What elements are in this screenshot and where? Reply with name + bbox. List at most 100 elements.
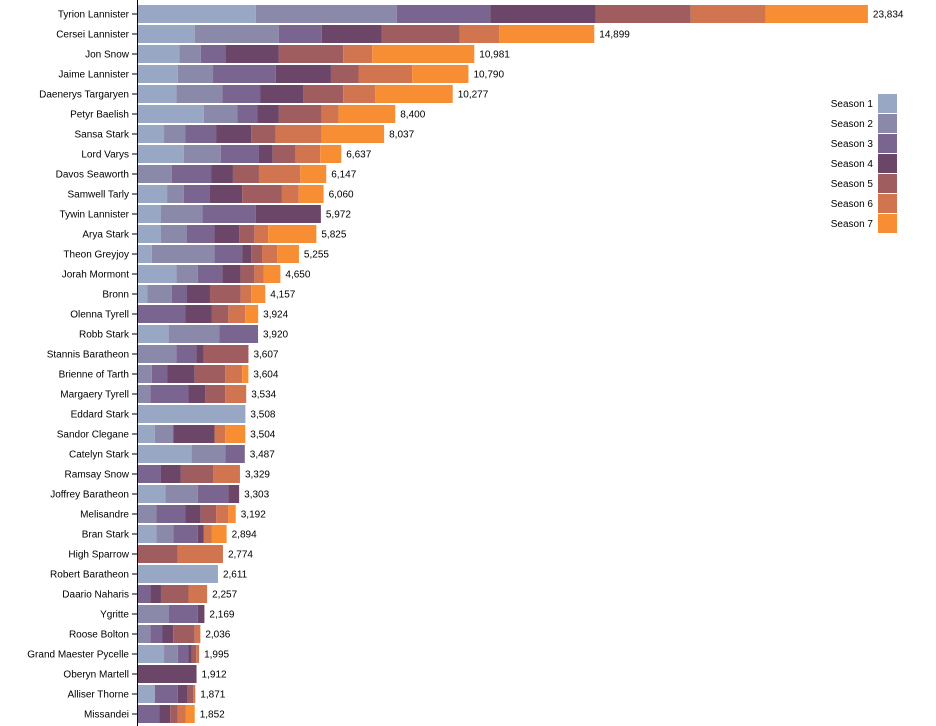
- bar-segment-season-7: [185, 705, 195, 723]
- legend-label: Season 4: [831, 159, 874, 170]
- bar-segment-season-4: [214, 225, 240, 243]
- bar-segment-season-1: [138, 25, 195, 43]
- total-label: 2,257: [212, 590, 237, 601]
- bar-segment-season-4: [209, 185, 243, 203]
- total-label: 4,157: [270, 290, 295, 301]
- bar-segment-season-1: [138, 105, 204, 123]
- category-label: Ramsay Snow: [65, 470, 130, 481]
- bar-segment-season-2: [176, 265, 198, 283]
- bar-segment-season-4: [167, 365, 195, 383]
- y-axis: [132, 0, 138, 726]
- category-label: Daenerys Targaryen: [39, 90, 129, 101]
- bar-segment-season-2: [151, 245, 215, 263]
- category-label: Daario Naharis: [62, 590, 129, 601]
- bar-segment-season-4: [196, 345, 204, 363]
- bar-segment-season-2: [138, 165, 172, 183]
- bar-segment-season-2: [164, 645, 178, 663]
- bar-segment-season-6: [225, 365, 243, 383]
- bar-segment-season-1: [138, 65, 178, 83]
- bar-segment-season-5: [251, 125, 276, 143]
- legend-label: Season 3: [831, 139, 874, 150]
- category-label: Alliser Thorne: [67, 690, 129, 701]
- bar-segment-season-5: [330, 65, 359, 83]
- legend: Season 1 Season 2 Season 3 Season 4 Season 5…: [831, 94, 897, 233]
- total-label: 10,981: [479, 50, 510, 61]
- bar-segment-season-6: [459, 25, 500, 43]
- legend-label: Season 5: [831, 179, 874, 190]
- bar-segment-season-4: [197, 525, 204, 543]
- bar-segment-season-2: [176, 85, 223, 103]
- bar-segment-season-4: [188, 385, 206, 403]
- bar-segment-season-5: [272, 145, 296, 163]
- bar-segment-season-5: [239, 225, 255, 243]
- bar-segment-season-6: [262, 245, 278, 263]
- total-label: 3,607: [253, 350, 278, 361]
- bar-segment-season-6: [196, 645, 200, 663]
- bar-segment-season-5: [303, 85, 344, 103]
- bar-segment-season-4: [185, 505, 201, 523]
- bar-segment-season-4: [185, 305, 212, 323]
- total-label: 5,255: [304, 250, 329, 261]
- bar-segment-season-3: [214, 245, 243, 263]
- bar-segment-season-7: [228, 505, 236, 523]
- bars: [138, 5, 868, 723]
- legend-label: Season 1: [831, 99, 874, 110]
- bar-segment-season-3: [150, 385, 189, 403]
- total-label: 3,487: [250, 450, 275, 461]
- bar-segment-season-7: [268, 225, 317, 243]
- bar-segment-season-5: [160, 585, 189, 603]
- bar-segment-season-7: [263, 265, 281, 283]
- total-label: 1,912: [202, 670, 227, 681]
- total-label: 10,277: [458, 90, 489, 101]
- bar-segment-season-2: [179, 45, 201, 63]
- bar-segment-season-4: [321, 25, 382, 43]
- category-label: Joffrey Baratheon: [50, 490, 129, 501]
- category-label: Oberyn Martell: [63, 670, 129, 681]
- legend-swatch: [878, 134, 897, 153]
- total-label: 6,637: [346, 150, 371, 161]
- bar-segment-season-2: [138, 345, 177, 363]
- category-label: Roose Bolton: [69, 630, 129, 641]
- total-label: 3,920: [263, 330, 288, 341]
- bar-segment-season-3: [185, 125, 217, 143]
- bar-segment-season-1: [138, 85, 177, 103]
- total-label: 3,924: [263, 310, 288, 321]
- bar-segment-season-1: [138, 425, 155, 443]
- category-label: Robert Baratheon: [50, 570, 129, 581]
- category-label: High Sparrow: [68, 550, 129, 561]
- bar-segment-season-1: [138, 485, 166, 503]
- bar-segment-season-2: [160, 205, 203, 223]
- bar-segment-season-7: [320, 145, 342, 163]
- bar-segment-season-1: [138, 325, 169, 343]
- bar-segment-season-3: [187, 225, 215, 243]
- category-label: Eddard Stark: [71, 410, 130, 421]
- bar-segment-season-4: [222, 265, 241, 283]
- bar-segment-season-7: [298, 185, 324, 203]
- category-label: Jaime Lannister: [58, 70, 129, 81]
- bar-segment-season-1: [138, 5, 256, 23]
- bar-segment-season-3: [138, 705, 160, 723]
- bar-segment-season-6: [213, 465, 240, 483]
- legend-swatch: [878, 94, 897, 113]
- category-label: Robb Stark: [79, 330, 130, 341]
- total-label: 1,871: [200, 690, 225, 701]
- bar-segment-season-4: [225, 45, 279, 63]
- total-label: 2,169: [209, 610, 234, 621]
- bar-segment-season-6: [358, 65, 413, 83]
- category-label: Samwell Tarly: [68, 190, 130, 201]
- category-label: Stannis Baratheon: [47, 350, 129, 361]
- category-label: Missandei: [84, 710, 129, 721]
- bar-segment-season-7: [242, 365, 249, 383]
- bar-segment-season-3: [154, 685, 178, 703]
- bar-segment-season-3: [138, 465, 161, 483]
- total-label: 5,972: [326, 210, 351, 221]
- bar-segment-season-6: [254, 265, 264, 283]
- bar-segment-season-2: [203, 105, 238, 123]
- total-label: 2,611: [223, 570, 248, 581]
- bar-segment-season-6: [254, 225, 269, 243]
- category-label: Melisandre: [80, 510, 129, 521]
- bar-segment-season-3: [151, 365, 168, 383]
- category-label: Sandor Clegane: [57, 430, 130, 441]
- category-label: Davos Seaworth: [56, 170, 129, 181]
- category-label: Arya Stark: [82, 230, 130, 241]
